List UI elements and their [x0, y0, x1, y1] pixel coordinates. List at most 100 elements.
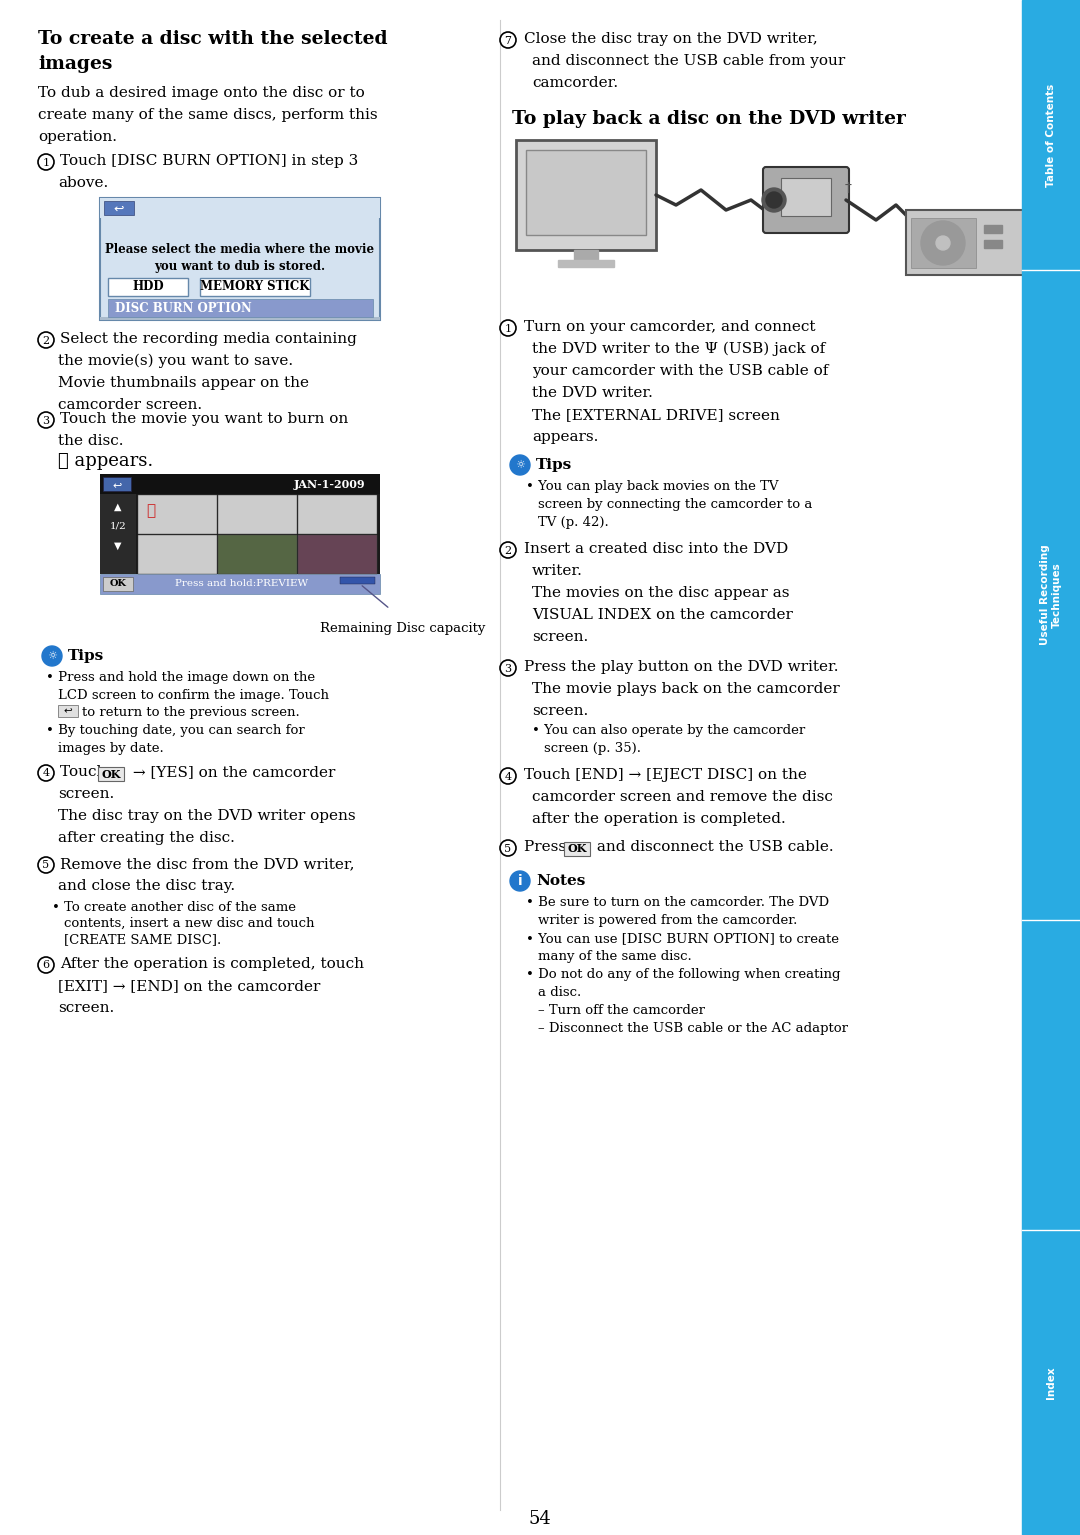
Text: to return to the previous screen.: to return to the previous screen. — [82, 706, 300, 718]
Text: HDD: HDD — [132, 281, 164, 293]
Text: 7: 7 — [504, 35, 512, 46]
Text: above.: above. — [58, 177, 108, 190]
Text: The [EXTERNAL DRIVE] screen: The [EXTERNAL DRIVE] screen — [532, 408, 780, 422]
Text: images: images — [38, 55, 112, 74]
Text: the movie(s) you want to save.: the movie(s) you want to save. — [58, 355, 293, 368]
Text: The movie plays back on the camcorder: The movie plays back on the camcorder — [532, 682, 840, 695]
Circle shape — [42, 646, 62, 666]
Circle shape — [921, 221, 966, 266]
Text: ▼: ▼ — [114, 540, 122, 551]
Text: after the operation is completed.: after the operation is completed. — [532, 812, 786, 826]
Text: – Turn off the camcorder: – Turn off the camcorder — [538, 1004, 705, 1018]
Text: • You can play back movies on the TV: • You can play back movies on the TV — [526, 480, 779, 493]
Text: screen (p. 35).: screen (p. 35). — [544, 741, 642, 755]
FancyBboxPatch shape — [100, 494, 136, 574]
Text: camcorder screen and remove the disc: camcorder screen and remove the disc — [532, 791, 833, 804]
Text: Remaining Disc capacity: Remaining Disc capacity — [320, 622, 485, 635]
FancyBboxPatch shape — [526, 150, 646, 235]
Text: writer.: writer. — [532, 563, 583, 579]
Text: After the operation is completed, touch: After the operation is completed, touch — [60, 956, 364, 972]
FancyBboxPatch shape — [100, 494, 380, 574]
FancyBboxPatch shape — [912, 218, 976, 269]
Circle shape — [766, 192, 782, 209]
Text: 6: 6 — [42, 961, 50, 970]
FancyBboxPatch shape — [108, 278, 188, 296]
Text: screen.: screen. — [532, 629, 589, 645]
Text: you want to dub is stored.: you want to dub is stored. — [154, 259, 325, 273]
Circle shape — [762, 187, 786, 212]
Text: many of the same disc.: many of the same disc. — [538, 950, 692, 962]
Text: 4: 4 — [42, 769, 50, 778]
Text: • Do not do any of the following when creating: • Do not do any of the following when cr… — [526, 969, 840, 981]
Text: Insert a created disc into the DVD: Insert a created disc into the DVD — [524, 542, 788, 556]
Text: ▲: ▲ — [114, 502, 122, 513]
Text: 3: 3 — [42, 416, 50, 425]
FancyBboxPatch shape — [100, 198, 380, 218]
Text: 5: 5 — [42, 861, 50, 870]
Text: camcorder screen.: camcorder screen. — [58, 398, 202, 411]
Text: Press the play button on the DVD writer.: Press the play button on the DVD writer. — [524, 660, 838, 674]
Text: 1: 1 — [42, 158, 50, 167]
FancyBboxPatch shape — [104, 201, 134, 215]
Text: Close the disc tray on the DVD writer,: Close the disc tray on the DVD writer, — [524, 32, 818, 46]
Text: • Be sure to turn on the camcorder. The DVD: • Be sure to turn on the camcorder. The … — [526, 896, 829, 909]
Text: ↩: ↩ — [113, 203, 124, 215]
Text: camcorder.: camcorder. — [532, 77, 618, 91]
Text: ↩: ↩ — [64, 706, 72, 715]
Text: the disc.: the disc. — [58, 434, 123, 448]
FancyBboxPatch shape — [781, 178, 831, 216]
Text: • To create another disc of the same: • To create another disc of the same — [52, 901, 296, 913]
Bar — [558, 259, 615, 267]
Text: Touch: Touch — [60, 764, 111, 778]
Text: writer is powered from the camcorder.: writer is powered from the camcorder. — [538, 913, 797, 927]
FancyBboxPatch shape — [218, 494, 297, 534]
Text: VISUAL INDEX on the camcorder: VISUAL INDEX on the camcorder — [532, 608, 793, 622]
Text: 2: 2 — [42, 336, 50, 345]
FancyBboxPatch shape — [762, 167, 849, 233]
Text: after creating the disc.: after creating the disc. — [58, 830, 234, 844]
Text: – Disconnect the USB cable or the AC adaptor: – Disconnect the USB cable or the AC ada… — [538, 1022, 848, 1035]
Text: ✓: ✓ — [146, 503, 156, 517]
Text: Movie thumbnails appear on the: Movie thumbnails appear on the — [58, 376, 309, 390]
Text: TV (p. 42).: TV (p. 42). — [538, 516, 609, 530]
Text: • You can also operate by the camcorder: • You can also operate by the camcorder — [532, 725, 806, 737]
Text: a disc.: a disc. — [538, 985, 581, 999]
Text: OK: OK — [102, 769, 121, 780]
Text: and disconnect the USB cable.: and disconnect the USB cable. — [592, 840, 834, 853]
Text: Press and hold:PREVIEW: Press and hold:PREVIEW — [175, 580, 308, 588]
FancyBboxPatch shape — [98, 768, 124, 781]
Text: The disc tray on the DVD writer opens: The disc tray on the DVD writer opens — [58, 809, 355, 823]
Text: †: † — [845, 181, 851, 195]
FancyBboxPatch shape — [100, 574, 380, 594]
FancyBboxPatch shape — [100, 474, 380, 494]
Text: → [YES] on the camcorder: → [YES] on the camcorder — [129, 764, 336, 778]
Text: your camcorder with the USB cable of: your camcorder with the USB cable of — [532, 364, 828, 378]
Text: operation.: operation. — [38, 130, 117, 144]
Text: • You can use [DISC BURN OPTION] to create: • You can use [DISC BURN OPTION] to crea… — [526, 932, 839, 946]
Text: ✓ appears.: ✓ appears. — [58, 451, 153, 470]
Text: OK: OK — [567, 844, 586, 855]
Text: [CREATE SAME DISC].: [CREATE SAME DISC]. — [64, 933, 221, 946]
Text: 1/2: 1/2 — [110, 522, 126, 531]
Text: 3: 3 — [504, 663, 512, 674]
Text: [EXIT] → [END] on the camcorder: [EXIT] → [END] on the camcorder — [58, 979, 321, 993]
FancyBboxPatch shape — [138, 536, 217, 574]
Text: JAN-1-2009: JAN-1-2009 — [294, 479, 366, 490]
Text: i: i — [517, 873, 523, 889]
Text: The movies on the disc appear as: The movies on the disc appear as — [532, 586, 789, 600]
Text: and close the disc tray.: and close the disc tray. — [58, 880, 235, 893]
Text: screen.: screen. — [58, 1001, 114, 1015]
Text: To play back a disc on the DVD writer: To play back a disc on the DVD writer — [512, 111, 906, 127]
Text: LCD screen to confirm the image. Touch: LCD screen to confirm the image. Touch — [58, 689, 329, 701]
Text: Useful Recording
Techniques: Useful Recording Techniques — [1040, 545, 1062, 645]
FancyBboxPatch shape — [906, 210, 1051, 275]
Bar — [984, 226, 1002, 233]
Text: the DVD writer.: the DVD writer. — [532, 385, 653, 401]
Text: DISC BURN OPTION: DISC BURN OPTION — [114, 301, 252, 315]
Text: Please select the media where the movie: Please select the media where the movie — [106, 243, 375, 256]
Text: 5: 5 — [504, 844, 512, 853]
Text: Press: Press — [524, 840, 571, 853]
Text: MEMORY STICK: MEMORY STICK — [200, 281, 310, 293]
Bar — [573, 250, 598, 259]
Text: ☼: ☼ — [48, 651, 57, 662]
